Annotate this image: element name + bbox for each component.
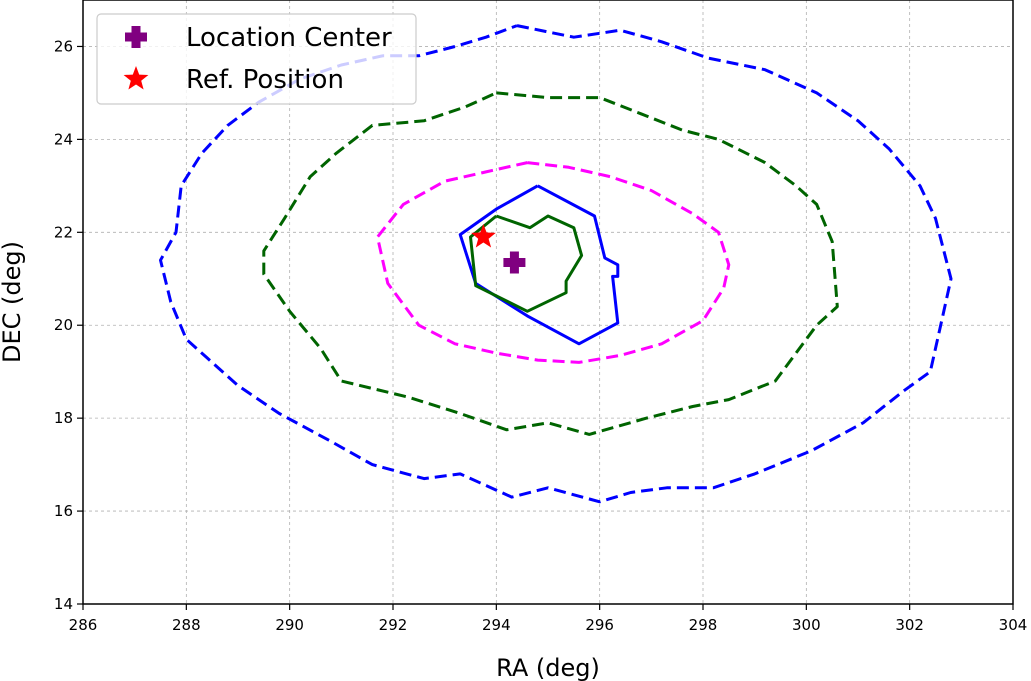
legend-star-icon xyxy=(123,66,149,90)
contour-layer xyxy=(159,24,953,504)
y-tick-label: 20 xyxy=(54,316,73,334)
contour-3 xyxy=(458,184,620,346)
y-tick-label: 22 xyxy=(54,223,73,241)
legend-plus-icon xyxy=(125,26,147,48)
y-tick-label: 24 xyxy=(54,130,73,148)
legend-label-ref-position: Ref. Position xyxy=(186,65,344,95)
x-tick-label: 300 xyxy=(792,616,821,634)
legend-label-location-center: Location Center xyxy=(186,23,392,53)
y-tick-label: 16 xyxy=(54,502,73,520)
contour-0 xyxy=(159,24,953,504)
x-tick-label: 286 xyxy=(69,616,98,634)
contour-4 xyxy=(469,214,584,313)
x-tick-label: 302 xyxy=(895,616,924,634)
x-axis-label: RA (deg) xyxy=(496,654,600,681)
x-tick-label: 288 xyxy=(172,616,201,634)
x-tick-label: 298 xyxy=(689,616,718,634)
legend-box xyxy=(96,13,417,105)
x-tick-label: 296 xyxy=(585,616,614,634)
location-center-marker xyxy=(503,251,526,274)
legend: Location Center Ref. Position xyxy=(96,13,417,105)
legend-marker-ref-position xyxy=(123,66,149,90)
x-tick-label: 290 xyxy=(275,616,304,634)
marker-layer xyxy=(471,224,526,274)
x-tick-label: 294 xyxy=(482,616,511,634)
x-tick-label: 292 xyxy=(379,616,408,634)
y-tick-label: 14 xyxy=(54,595,73,613)
y-axis-label: DEC (deg) xyxy=(0,241,26,363)
contour-1 xyxy=(262,91,839,436)
contour-2 xyxy=(376,161,731,364)
legend-marker-location-center xyxy=(125,26,147,48)
grid-layer xyxy=(83,0,1013,604)
plot-frame xyxy=(82,0,1014,605)
ref-position-marker xyxy=(471,224,496,248)
y-tick-label: 26 xyxy=(54,37,73,55)
x-tick-label: 304 xyxy=(999,616,1028,634)
y-tick-label: 18 xyxy=(54,409,73,427)
tick-layer: 286 288 290 292 294 296 298 300 302 304 14 16 18 20 22… xyxy=(54,37,1027,634)
